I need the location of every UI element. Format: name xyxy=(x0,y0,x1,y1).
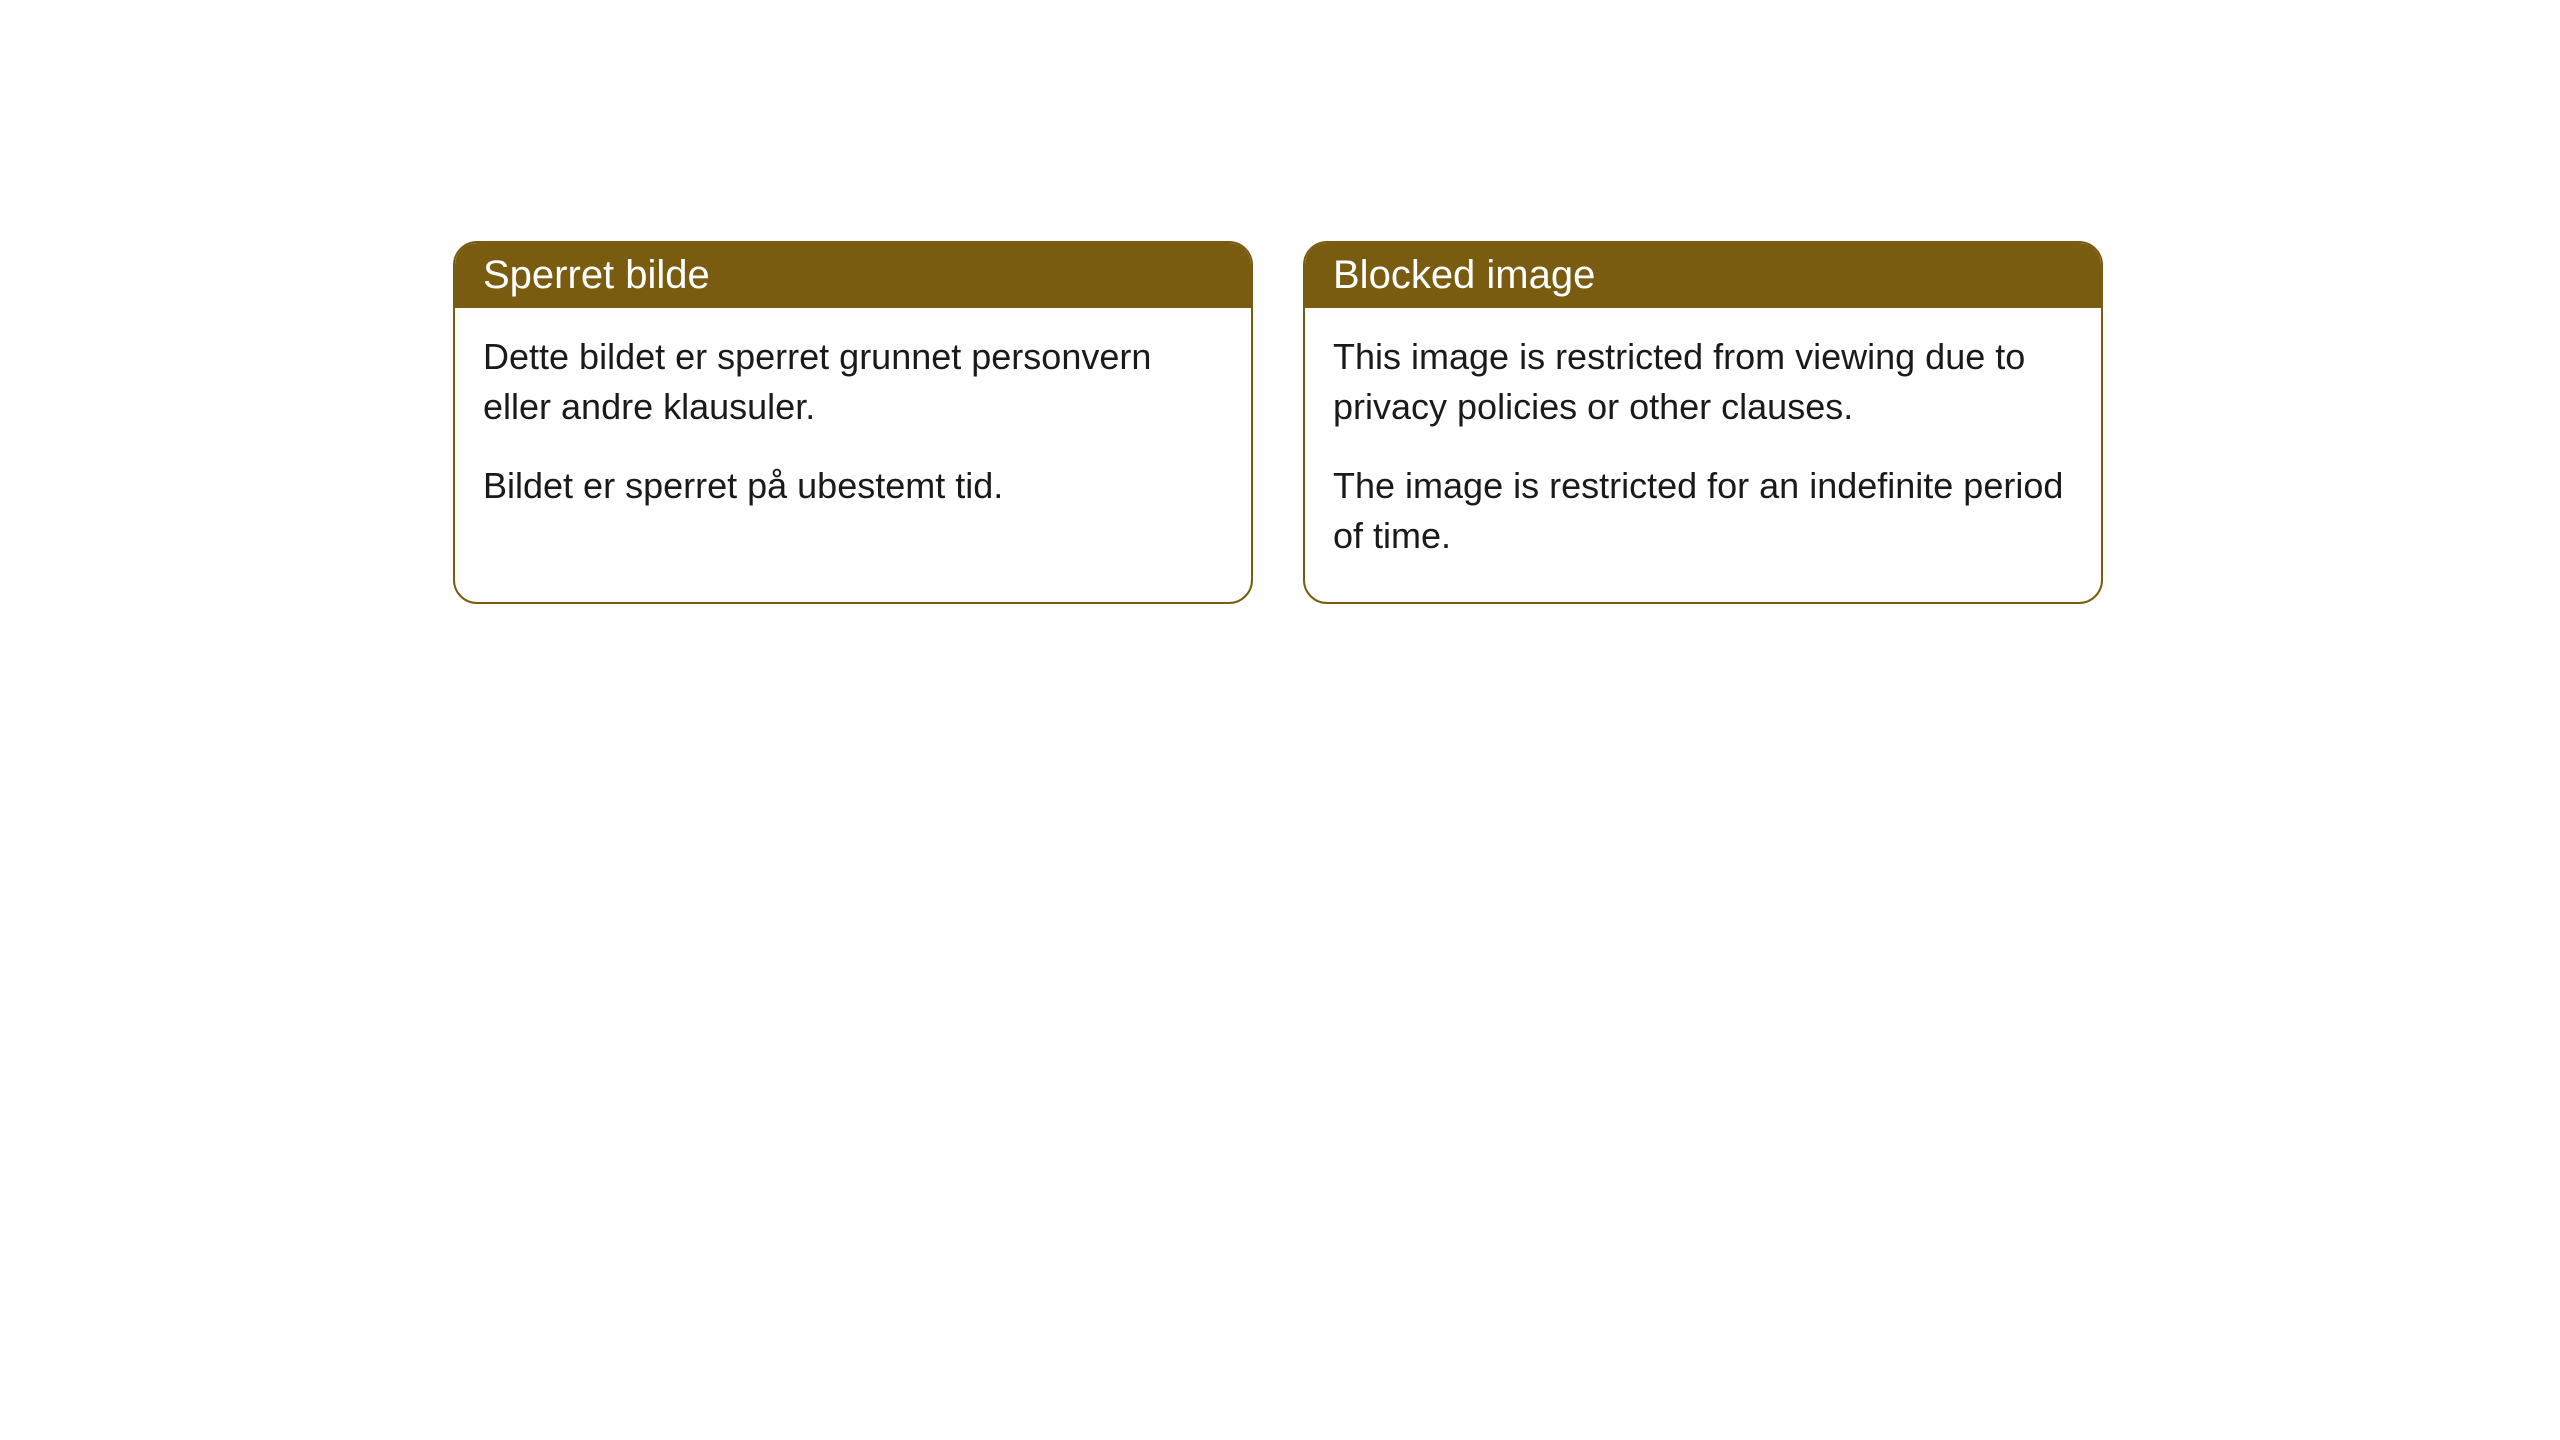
card-english: Blocked image This image is restricted f… xyxy=(1303,241,2103,604)
card-body-norwegian: Dette bildet er sperret grunnet personve… xyxy=(455,308,1251,551)
card-paragraph-1: Dette bildet er sperret grunnet personve… xyxy=(483,332,1223,433)
card-body-english: This image is restricted from viewing du… xyxy=(1305,308,2101,602)
card-paragraph-2: Bildet er sperret på ubestemt tid. xyxy=(483,461,1223,511)
card-norwegian: Sperret bilde Dette bildet er sperret gr… xyxy=(453,241,1253,604)
cards-container: Sperret bilde Dette bildet er sperret gr… xyxy=(453,241,2103,604)
card-paragraph-1: This image is restricted from viewing du… xyxy=(1333,332,2073,433)
card-header-english: Blocked image xyxy=(1305,243,2101,308)
card-header-norwegian: Sperret bilde xyxy=(455,243,1251,308)
card-paragraph-2: The image is restricted for an indefinit… xyxy=(1333,461,2073,562)
